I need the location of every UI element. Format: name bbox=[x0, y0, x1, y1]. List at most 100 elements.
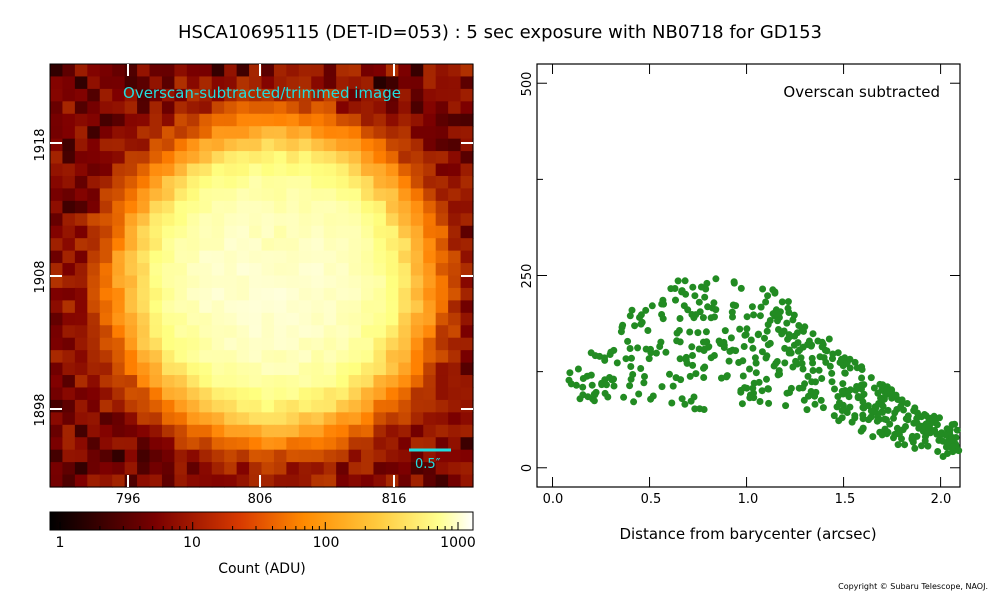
heatmap-cell bbox=[385, 474, 399, 488]
heatmap-cell bbox=[423, 362, 437, 376]
heatmap-cell bbox=[261, 188, 275, 202]
heatmap-cell bbox=[298, 275, 312, 289]
heatmap-cell bbox=[373, 163, 387, 177]
scatter-point bbox=[819, 404, 827, 412]
heatmap-cell bbox=[311, 474, 325, 488]
heatmap-cell bbox=[62, 213, 76, 227]
scatter-point bbox=[672, 296, 679, 304]
heatmap-cell bbox=[423, 238, 437, 252]
scatter-point bbox=[789, 316, 797, 324]
heatmap-cell bbox=[112, 449, 126, 463]
heatmap-cell bbox=[323, 325, 337, 339]
heatmap-cell bbox=[62, 151, 76, 165]
heatmap-cell bbox=[373, 387, 387, 401]
heatmap-y-tick-label: 1908 bbox=[33, 260, 48, 293]
heatmap-cell bbox=[224, 399, 238, 413]
scatter-point bbox=[732, 302, 740, 310]
heatmap-cell bbox=[423, 337, 437, 351]
heatmap-cell bbox=[410, 337, 424, 351]
scatter-point bbox=[686, 372, 694, 380]
heatmap-cell bbox=[99, 250, 113, 264]
heatmap-cell bbox=[410, 76, 424, 90]
scatter-point bbox=[828, 378, 836, 386]
scatter-point bbox=[741, 384, 749, 392]
heatmap-cell bbox=[112, 337, 126, 351]
heatmap-cell bbox=[161, 275, 176, 289]
heatmap-cell bbox=[385, 113, 399, 127]
heatmap-cell bbox=[273, 325, 287, 339]
heatmap-cell bbox=[186, 424, 200, 438]
scatter-point bbox=[926, 414, 934, 422]
heatmap-cell bbox=[323, 175, 337, 190]
heatmap-cell bbox=[211, 175, 225, 190]
heatmap-cell bbox=[348, 263, 362, 277]
heatmap-cell bbox=[124, 337, 138, 351]
heatmap-cell bbox=[398, 462, 412, 476]
heatmap-cell bbox=[435, 126, 449, 140]
heatmap-cell bbox=[62, 337, 76, 351]
heatmap-cell bbox=[99, 151, 113, 165]
heatmap-cell bbox=[211, 76, 225, 90]
heatmap-cell bbox=[273, 300, 287, 314]
heatmap-cell bbox=[348, 424, 362, 438]
heatmap-cell bbox=[87, 300, 101, 314]
heatmap-cell bbox=[236, 474, 250, 488]
heatmap-cell bbox=[112, 312, 126, 326]
heatmap-cell bbox=[311, 88, 325, 102]
scatter-point bbox=[666, 370, 673, 378]
heatmap-cell bbox=[149, 113, 163, 127]
heatmap-cell bbox=[435, 188, 449, 202]
heatmap-cell bbox=[298, 287, 312, 301]
heatmap-cell bbox=[124, 362, 138, 376]
scatter-point bbox=[689, 283, 697, 291]
heatmap-cell bbox=[161, 350, 176, 364]
heatmap-cell bbox=[348, 101, 362, 115]
heatmap-cell bbox=[249, 437, 263, 451]
heatmap-cell bbox=[87, 387, 101, 401]
scatter-point bbox=[869, 433, 877, 441]
heatmap-cell bbox=[149, 163, 163, 177]
scatter-point bbox=[695, 298, 703, 306]
heatmap-cell bbox=[435, 362, 449, 376]
heatmap-cell bbox=[435, 375, 449, 389]
heatmap-cell bbox=[249, 88, 263, 102]
scatter-point bbox=[610, 382, 618, 390]
heatmap-cell bbox=[273, 175, 287, 190]
heatmap-cell bbox=[99, 337, 113, 351]
heatmap-cell bbox=[74, 287, 88, 301]
heatmap-cell bbox=[161, 126, 176, 140]
heatmap-cell bbox=[336, 188, 350, 202]
heatmap-cell bbox=[99, 225, 113, 239]
heatmap-cell bbox=[261, 263, 275, 277]
heatmap-cell bbox=[348, 138, 362, 152]
heatmap-cell bbox=[211, 362, 225, 376]
scatter-point bbox=[762, 298, 770, 306]
heatmap-cell bbox=[410, 101, 424, 115]
heatmap-cell bbox=[99, 126, 113, 140]
heatmap-cell bbox=[186, 474, 200, 488]
heatmap-cell bbox=[298, 101, 312, 115]
heatmap-cell bbox=[286, 175, 300, 190]
heatmap-cell bbox=[211, 424, 225, 438]
heatmap-cell bbox=[112, 287, 126, 301]
heatmap-cell bbox=[385, 387, 399, 401]
heatmap-cell bbox=[211, 163, 225, 177]
heatmap-cell bbox=[99, 449, 113, 463]
scatter-point bbox=[652, 349, 660, 357]
heatmap-cell bbox=[460, 213, 474, 227]
heatmap-cell bbox=[298, 88, 312, 102]
heatmap-cell bbox=[298, 126, 312, 140]
scatter-x-axis-label: Distance from barycenter (arcsec) bbox=[619, 525, 876, 543]
heatmap-cell bbox=[124, 250, 138, 264]
heatmap-cell bbox=[236, 337, 250, 351]
heatmap-cell bbox=[348, 375, 362, 389]
heatmap-cell bbox=[385, 64, 399, 78]
heatmap-cell bbox=[74, 350, 88, 364]
scatter-point bbox=[921, 437, 929, 445]
heatmap-cell bbox=[50, 126, 64, 140]
heatmap-cell bbox=[460, 424, 474, 438]
heatmap-cell bbox=[361, 325, 375, 339]
heatmap-cell bbox=[50, 387, 64, 401]
heatmap-cell bbox=[286, 399, 300, 413]
heatmap-cell bbox=[224, 375, 238, 389]
